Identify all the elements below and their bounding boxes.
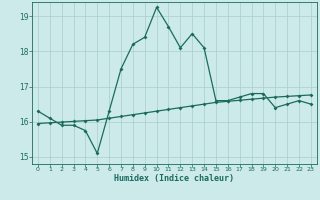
X-axis label: Humidex (Indice chaleur): Humidex (Indice chaleur) — [115, 174, 234, 183]
